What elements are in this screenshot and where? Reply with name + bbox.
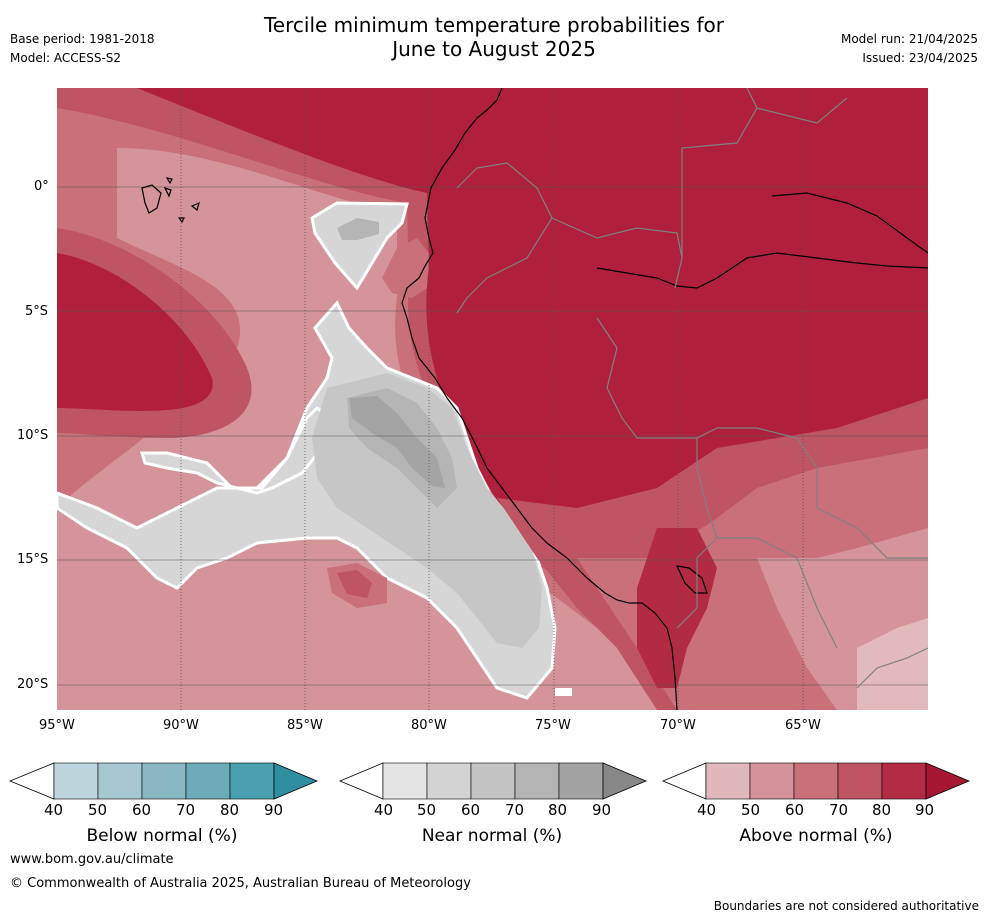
near-colorbar-segment bbox=[382, 762, 428, 800]
lon-label-75w: 75°W bbox=[535, 718, 571, 733]
ocean-warm-pocket-core bbox=[337, 570, 372, 598]
near-normal-north bbox=[310, 201, 409, 291]
galapagos-islands bbox=[141, 177, 200, 224]
colorbars bbox=[8, 762, 971, 800]
model-text: Model: ACCESS-S2 bbox=[10, 51, 122, 65]
below-colorbar-segment bbox=[141, 762, 187, 800]
base-period-text: Base period: 1981-2018 bbox=[10, 32, 155, 46]
colorbar-below bbox=[8, 762, 319, 800]
lon-label-70w: 70°W bbox=[660, 718, 696, 733]
above-colorbar-max-arrow bbox=[925, 762, 971, 800]
above-normal-label: Above normal (%) bbox=[739, 826, 893, 846]
model-run-text: Model run: 21/04/2025 bbox=[840, 32, 978, 46]
above-tick-40: 40 bbox=[697, 801, 717, 819]
lon-label-95w: 95°W bbox=[39, 718, 75, 733]
issued-text: Issued: 23/04/2025 bbox=[862, 51, 978, 65]
above-colorbar-segment bbox=[705, 762, 751, 800]
near-normal-north-core bbox=[337, 218, 379, 240]
near-tick-50: 50 bbox=[417, 801, 437, 819]
below-tick-40: 40 bbox=[44, 801, 64, 819]
below-tick-90: 90 bbox=[264, 801, 284, 819]
colorbar-ticks: 40 50 60 70 80 90 40 50 60 70 80 90 40 5… bbox=[0, 801, 988, 821]
near-colorbar-segment bbox=[514, 762, 560, 800]
below-tick-50: 50 bbox=[88, 801, 108, 819]
near-colorbar-min-arrow bbox=[338, 762, 384, 800]
map-title-line-2: June to August 2025 bbox=[392, 37, 596, 61]
latitude-lines bbox=[57, 186, 928, 686]
near-tick-60: 60 bbox=[461, 801, 481, 819]
below-colorbar-segment bbox=[185, 762, 231, 800]
colorbar-above bbox=[661, 762, 971, 800]
map-title-line-1: Tercile minimum temperature probabilitie… bbox=[263, 13, 725, 37]
near-colorbar-segment bbox=[470, 762, 516, 800]
above-colorbar-segment bbox=[881, 762, 927, 800]
website-link[interactable]: www.bom.gov.au/climate bbox=[10, 852, 174, 867]
lon-label-85w: 85°W bbox=[287, 718, 323, 733]
below-colorbar-segment bbox=[229, 762, 275, 800]
above-tick-90: 90 bbox=[915, 801, 935, 819]
probability-map bbox=[57, 88, 928, 710]
above-tick-80: 80 bbox=[872, 801, 892, 819]
colorbar-near bbox=[338, 762, 648, 800]
below-tick-80: 80 bbox=[220, 801, 240, 819]
coastal-band-80 bbox=[382, 238, 429, 298]
lat-label-10s: 10°S bbox=[17, 428, 49, 443]
copyright-text: © Commonwealth of Australia 2025, Austra… bbox=[10, 876, 471, 891]
above-tick-60: 60 bbox=[785, 801, 805, 819]
amazon-river bbox=[596, 252, 928, 289]
near-tick-40: 40 bbox=[374, 801, 394, 819]
below-normal-label: Below normal (%) bbox=[86, 826, 238, 846]
below-colorbar-segment bbox=[53, 762, 99, 800]
ocean-west-dark bbox=[57, 248, 233, 418]
land-band-40 bbox=[857, 618, 928, 710]
lake-titicaca bbox=[675, 565, 708, 594]
above-colorbar-segment bbox=[837, 762, 883, 800]
lon-label-80w: 80°W bbox=[411, 718, 447, 733]
above-colorbar-min-arrow bbox=[661, 762, 707, 800]
map-title: Tercile minimum temperature probabilitie… bbox=[0, 13, 988, 61]
above-tick-50: 50 bbox=[741, 801, 761, 819]
below-colorbar-min-arrow bbox=[8, 762, 55, 800]
lat-label-15s: 15°S bbox=[17, 552, 49, 567]
ocean-white-island-2 bbox=[555, 688, 572, 696]
boundaries-disclaimer: Boundaries are not considered authoritat… bbox=[713, 899, 979, 913]
near-colorbar-max-arrow bbox=[602, 762, 648, 800]
near-normal-label: Near normal (%) bbox=[421, 826, 563, 846]
above-tick-70: 70 bbox=[829, 801, 849, 819]
below-tick-70: 70 bbox=[176, 801, 196, 819]
near-colorbar-segment bbox=[426, 762, 472, 800]
coastline bbox=[401, 88, 678, 710]
ocean-band-60 bbox=[57, 148, 928, 710]
near-colorbar-segment bbox=[558, 762, 604, 800]
below-colorbar-segment bbox=[97, 762, 143, 800]
below-colorbar-max-arrow bbox=[273, 762, 319, 800]
below-tick-60: 60 bbox=[132, 801, 152, 819]
near-tick-70: 70 bbox=[505, 801, 525, 819]
lon-label-65w: 65°W bbox=[785, 718, 821, 733]
lat-label-20s: 20°S bbox=[17, 677, 49, 692]
near-tick-90: 90 bbox=[592, 801, 612, 819]
near-normal-band-80 bbox=[349, 396, 445, 488]
lat-label-0: 0° bbox=[34, 179, 49, 194]
above-colorbar-segment bbox=[793, 762, 839, 800]
ocean-west-band-80 bbox=[57, 228, 252, 438]
river-north bbox=[771, 192, 928, 254]
lon-label-90w: 90°W bbox=[163, 718, 199, 733]
above-colorbar-segment bbox=[749, 762, 795, 800]
country-borders bbox=[456, 88, 928, 689]
lat-label-5s: 5°S bbox=[25, 304, 49, 319]
near-tick-80: 80 bbox=[548, 801, 568, 819]
